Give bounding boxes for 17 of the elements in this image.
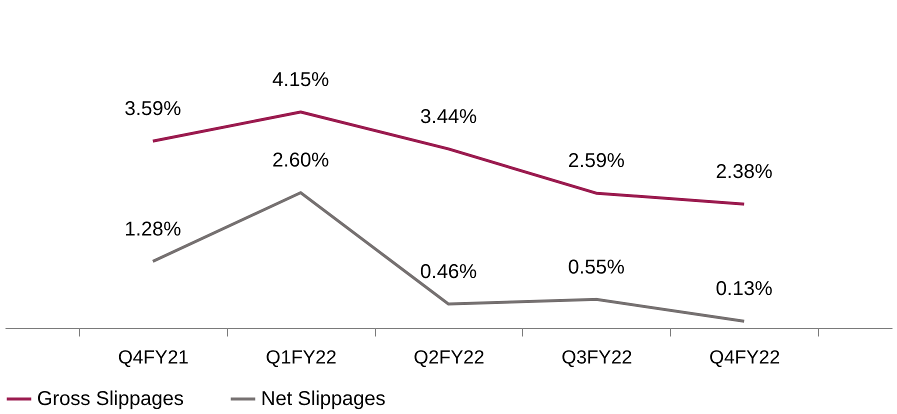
x-tick-label: Q4FY22 xyxy=(709,348,780,368)
data-label: 3.44% xyxy=(420,106,478,128)
data-label: 4.15% xyxy=(272,69,330,91)
legend-label: Net Slippages xyxy=(261,388,386,410)
data-label: 0.55% xyxy=(568,256,625,278)
data-label: 2.59% xyxy=(568,150,625,172)
data-label: 0.13% xyxy=(716,278,773,300)
data-label: 0.46% xyxy=(420,261,478,284)
data-label: 3.59% xyxy=(124,98,182,120)
x-tick-label: Q2FY22 xyxy=(414,348,484,368)
legend-label: Gross Slippages xyxy=(37,388,184,410)
x-tick-label: Q1FY22 xyxy=(266,348,337,368)
x-tick-label: Q4FY21 xyxy=(118,348,189,368)
data-label: 2.38% xyxy=(716,161,773,184)
data-label: 1.28% xyxy=(124,218,182,240)
x-tick-label: Q3FY22 xyxy=(561,348,632,368)
data-label: 2.60% xyxy=(272,150,330,172)
